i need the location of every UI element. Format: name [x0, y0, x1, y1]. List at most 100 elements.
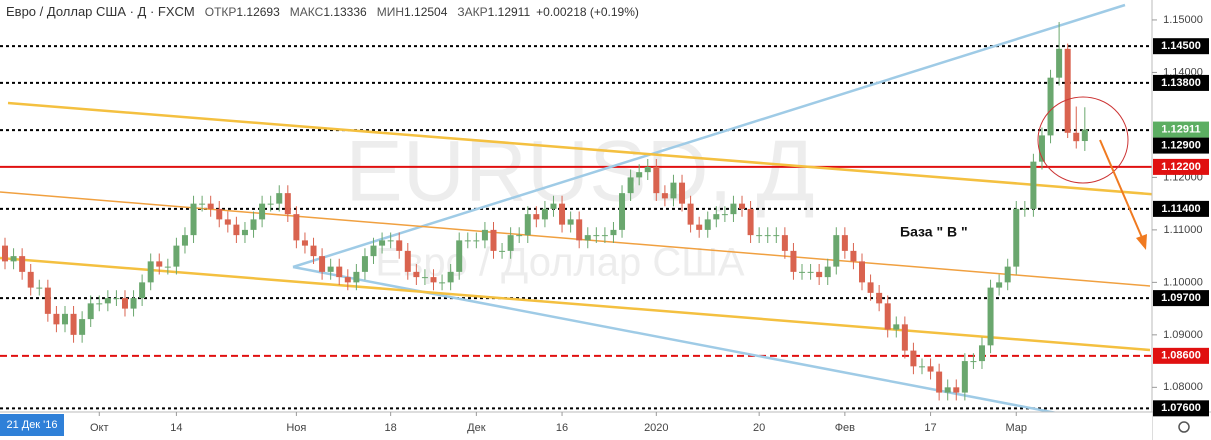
candle-body	[104, 298, 111, 304]
candle-body	[927, 366, 934, 372]
candle-body	[156, 261, 163, 267]
candle-body	[87, 303, 94, 320]
price-label: 1.11400	[1161, 203, 1200, 215]
candles	[2, 22, 1088, 401]
candle-body	[987, 287, 994, 346]
x-tick-label: Ноя	[286, 422, 306, 434]
header-bg	[0, 2, 680, 22]
candle-body	[996, 282, 1003, 288]
price-label: 1.09700	[1161, 292, 1201, 304]
candle-body	[139, 282, 146, 299]
price-label-box	[1153, 74, 1209, 91]
candle-body	[730, 203, 737, 215]
ohlc-label: ОТКР	[205, 5, 237, 19]
candle-body	[190, 203, 197, 236]
price-label-box	[1153, 347, 1209, 364]
ohlc-label: ЗАКР	[457, 5, 487, 19]
candle-body	[704, 219, 711, 230]
candle-body	[370, 245, 377, 257]
candle-body	[816, 271, 823, 278]
candle-body	[876, 292, 883, 304]
candle-body	[96, 303, 103, 305]
x-tick-label: 20	[753, 422, 765, 434]
trend-line	[292, 3, 1126, 269]
price-axis-bg	[1152, 0, 1211, 440]
settings-icon[interactable]	[1178, 421, 1190, 433]
candle-body	[396, 240, 403, 251]
price-label-box	[1153, 137, 1209, 154]
price-label: 1.13800	[1161, 77, 1201, 89]
candle-body	[353, 271, 360, 283]
candle-body	[301, 240, 308, 246]
candle-body	[164, 266, 171, 268]
price-label: 1.12200	[1161, 161, 1201, 173]
x-tick-label: Фев	[835, 422, 855, 434]
candle-body	[833, 235, 840, 267]
candle-body	[1073, 132, 1080, 142]
candle-body	[439, 282, 446, 284]
candle-body	[713, 214, 720, 220]
x-tick-label: 18	[385, 422, 397, 434]
candle-body	[541, 208, 548, 220]
candle-body	[473, 240, 480, 242]
price-label-box	[1153, 290, 1209, 307]
candle-body	[747, 208, 754, 236]
candle-body	[524, 214, 531, 236]
candle-body	[1047, 77, 1054, 136]
ohlc-value: 1.12911	[488, 5, 531, 19]
candle-body	[593, 235, 600, 237]
candle-body	[1013, 208, 1020, 267]
arrow	[1099, 139, 1144, 241]
candle-body	[807, 271, 814, 273]
candle-body	[1081, 129, 1088, 142]
candle-body	[576, 219, 583, 241]
trend-line	[7, 101, 1163, 197]
candle-body	[944, 387, 951, 393]
candle-body	[413, 271, 420, 278]
y-tick-label: 1.11000	[1164, 224, 1203, 236]
candle-body	[199, 203, 206, 205]
candle-body	[70, 313, 77, 335]
ohlc-label: МИН	[377, 5, 404, 19]
candle-body	[970, 361, 977, 363]
candle-body	[636, 172, 643, 178]
price-label: 1.12900	[1161, 139, 1201, 151]
candle-body	[2, 245, 8, 262]
y-tick-label: 1.15000	[1163, 14, 1203, 26]
candle-body	[893, 324, 900, 330]
candle-body	[1038, 135, 1045, 162]
price-label-box	[1153, 158, 1209, 175]
candle-body	[224, 219, 231, 225]
y-tick-label: 1.08000	[1163, 381, 1203, 393]
candle-body	[267, 203, 274, 205]
price-label: 1.08600	[1161, 350, 1201, 362]
candle-body	[824, 266, 831, 278]
candle-body	[721, 214, 728, 216]
x-tick-label: 2020	[644, 422, 668, 434]
x-tick-label: 14	[170, 422, 182, 434]
candle-body	[327, 266, 334, 272]
y-tick-label: 1.09000	[1163, 329, 1203, 341]
candle-body	[181, 235, 188, 246]
candle-body	[679, 182, 686, 204]
candle-body	[1004, 266, 1011, 283]
candle-body	[259, 203, 266, 220]
x-tick-label: 17	[924, 422, 936, 434]
candle-body	[336, 266, 343, 278]
candle-body	[901, 324, 908, 351]
candle-body	[319, 256, 326, 272]
ohlc-value: 1.13336	[323, 5, 367, 19]
candle-body	[310, 245, 317, 257]
title: Евро / Доллар США · Д · FXCM	[6, 4, 195, 19]
candle-body	[696, 224, 703, 230]
candle-body	[739, 203, 746, 209]
price-label: 1.12911	[1161, 123, 1200, 135]
candle-body	[859, 261, 865, 283]
candle-body	[379, 240, 386, 246]
x-tick-label: Окт	[90, 422, 109, 434]
candle-body	[756, 235, 763, 237]
price-label-box	[1153, 121, 1209, 138]
candle-body	[44, 287, 51, 314]
change: +0.00218 (+0.19%)	[536, 5, 639, 19]
candle-body	[216, 208, 223, 220]
